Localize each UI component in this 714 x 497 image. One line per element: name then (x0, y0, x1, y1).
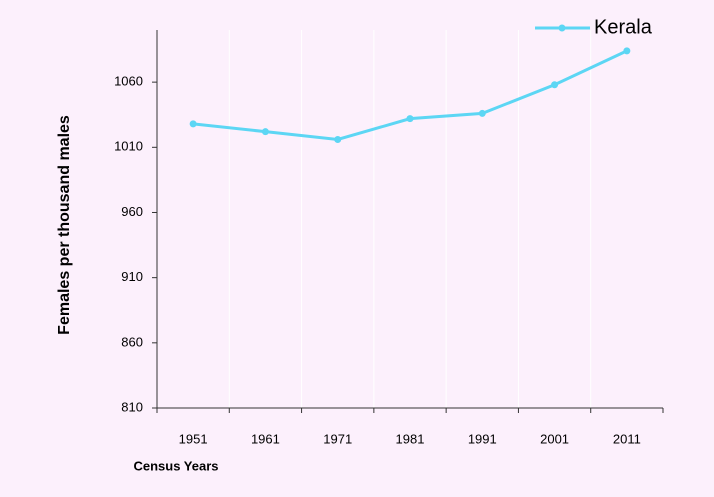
y-tick-label: 1010 (114, 139, 143, 154)
y-tick-label: 960 (121, 204, 143, 219)
x-tick-label: 1991 (468, 431, 497, 446)
point (551, 81, 559, 89)
y-tick-label: 860 (121, 334, 143, 349)
point (478, 109, 486, 117)
x-tick-label: 1951 (179, 431, 208, 446)
y-tick-label: 910 (121, 269, 143, 284)
x-tick-label: 1961 (251, 431, 280, 446)
point (406, 115, 414, 123)
x-tick-label: 2011 (613, 431, 641, 446)
y-tick-label: 810 (121, 399, 143, 414)
line (192, 49, 628, 142)
x-tick-label: 1971 (323, 431, 352, 446)
legend-marker (558, 24, 566, 32)
y-tick-label: 1060 (114, 74, 143, 89)
legend-label: Kerala (594, 16, 653, 38)
x-tick-label: 2001 (540, 431, 569, 446)
point (189, 120, 197, 128)
x-axis-label: Census Years (133, 458, 218, 473)
y-axis-label: Females per thousand males (56, 115, 73, 335)
point (261, 128, 269, 136)
x-tick-label: 1981 (396, 431, 425, 446)
point (334, 135, 342, 143)
point (623, 47, 631, 55)
